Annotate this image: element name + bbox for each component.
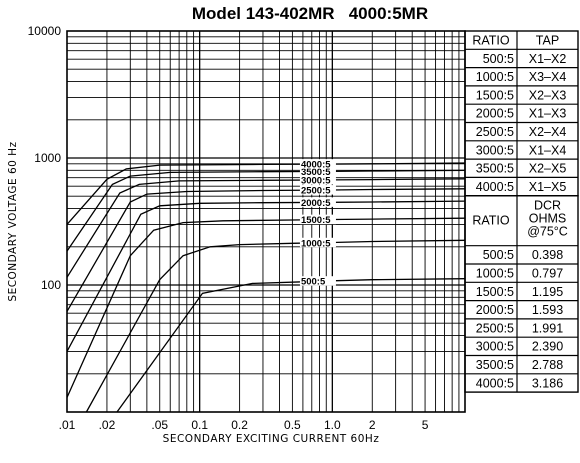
tap-value-cell: X2–X4 <box>529 125 567 139</box>
tap-ratio-cell: 4000:5 <box>476 180 514 194</box>
tap-ratio-cell: 2000:5 <box>476 107 514 121</box>
dcr-value-cell: 2.390 <box>532 340 563 354</box>
dcr-header-line-text: @75°C <box>527 225 568 239</box>
dcr-ratio-cell: 1000:5 <box>476 267 514 281</box>
grid <box>67 31 465 412</box>
curve-label-bg <box>299 197 336 207</box>
ratio-tables: RATIO TAP 500:5 X1–X2 1000:5 X3–X4 1500:5 X2–X3… <box>464 30 579 393</box>
x-tick-label: 5 <box>422 418 429 432</box>
dcr-ratio-cell: 3500:5 <box>476 358 514 372</box>
curve-3000-5 <box>66 178 466 278</box>
tap-ratio-cell: 500:5 <box>483 52 514 66</box>
dcr-header-line-text: OHMS <box>529 212 567 226</box>
curve-label-1500-5: 1500:5 <box>301 215 331 226</box>
tap-value-cell: X2–X5 <box>529 162 567 176</box>
curve-label-4000-5: 4000:5 <box>301 160 331 171</box>
curve-label-bg <box>299 237 336 248</box>
curve-label-bg <box>299 166 336 176</box>
curves <box>66 162 466 413</box>
curve-label-2500-5: 2500:5 <box>301 186 331 197</box>
dcr-ratio-cell: 2500:5 <box>476 321 514 335</box>
tap-value-cell: X1–X4 <box>529 143 567 157</box>
curve-label-bg <box>299 174 336 185</box>
tap-header-tap: TAP <box>536 34 559 48</box>
tap-value-cell: X3–X4 <box>529 70 567 84</box>
curve-label-bg <box>299 276 336 286</box>
curve-label-500-5: 500:5 <box>301 277 326 288</box>
tap-header-ratio: RATIO <box>472 34 510 48</box>
x-tick-label: 1.0 <box>324 418 341 432</box>
dcr-ratio-cell: 2000:5 <box>476 303 514 317</box>
x-tick-label: .01 <box>59 418 76 432</box>
dcr-ratio-cell: 1500:5 <box>476 285 514 299</box>
curve-label-bg <box>299 159 336 169</box>
curve-label-1000-5: 1000:5 <box>301 238 331 249</box>
tap-value-cell: X1–X2 <box>529 52 567 66</box>
curve-2000-5 <box>66 200 466 352</box>
curve-2500-5 <box>66 188 466 312</box>
dcr-value-cell: 3.186 <box>532 376 563 390</box>
tap-value-cell: X1–X5 <box>529 180 567 194</box>
curve-label-bg <box>299 185 336 195</box>
dcr-header-ratio: RATIO <box>472 214 510 228</box>
curve-3500-5 <box>66 169 466 252</box>
curve-label-3500-5: 3500:5 <box>301 167 331 178</box>
y-tick-label: 1000 <box>34 151 61 165</box>
dcr-table-frame <box>464 194 579 393</box>
dcr-value-cell: 1.991 <box>532 321 563 335</box>
y-tick-label: 10000 <box>28 24 62 38</box>
dcr-ratio-cell: 500:5 <box>483 248 514 262</box>
curve-1500-5 <box>66 217 466 398</box>
chart-title: Model 143-402MR 4000:5MR <box>191 4 429 23</box>
plot-frame <box>66 30 466 413</box>
dcr-value-cell: 1.195 <box>532 285 563 299</box>
dcr-value-cell: 0.398 <box>532 248 563 262</box>
dcr-header-line-text: DCR <box>534 199 561 213</box>
dcr-value-cell: 1.593 <box>532 303 563 317</box>
curve-4000-5 <box>66 162 466 225</box>
x-tick-label: 0.1 <box>191 418 208 432</box>
x-tick-label: .02 <box>99 418 116 432</box>
dcr-value-cell: 0.797 <box>532 267 563 281</box>
tap-ratio-cell: 1500:5 <box>476 88 514 102</box>
curve-label-3000-5: 3000:5 <box>301 175 331 186</box>
curve-1000-5 <box>85 239 466 413</box>
dcr-ratio-cell: 3000:5 <box>476 340 514 354</box>
axes: .01 .02 .05 0.1 0.2 0.5 1.0 2 5 10000 1000 100 SECON… <box>7 24 466 445</box>
x-tick-label: 0.2 <box>231 418 248 432</box>
dcr-header-ohms: DCR OHMS @75°C <box>527 199 568 239</box>
x-tick-label: 2 <box>369 418 376 432</box>
y-axis-label: SECONDARY VOLTAGE 60 Hz <box>7 141 19 301</box>
x-axis-label: SECONDARY EXCITING CURRENT 60Hz <box>163 433 380 445</box>
dcr-value-cell: 2.788 <box>532 358 563 372</box>
curve-labels: 500:5 1000:5 1500:5 2000:52500:53000:53500:… <box>299 159 336 288</box>
tap-value-cell: X1–X3 <box>529 107 567 121</box>
curve-500-5 <box>116 278 466 413</box>
tap-ratio-cell: 3500:5 <box>476 162 514 176</box>
tap-ratio-cell: 2500:5 <box>476 125 514 139</box>
curve-label-bg <box>299 214 336 225</box>
curve-label-2000-5: 2000:5 <box>301 198 331 209</box>
tap-value-cell: X2–X3 <box>529 88 567 102</box>
x-tick-label: 0.5 <box>284 418 301 432</box>
tap-ratio-cell: 3000:5 <box>476 143 514 157</box>
y-tick-label: 100 <box>41 278 61 292</box>
tap-ratio-cell: 1000:5 <box>476 70 514 84</box>
dcr-ratio-cell: 4000:5 <box>476 376 514 390</box>
x-tick-label: .05 <box>151 418 168 432</box>
